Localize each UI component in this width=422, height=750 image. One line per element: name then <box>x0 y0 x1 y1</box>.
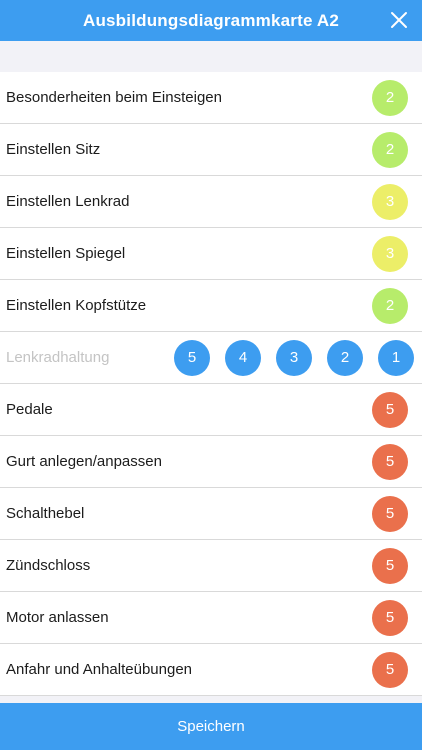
list-item[interactable]: Einstellen Spiegel 3 <box>0 228 422 280</box>
save-button[interactable]: Speichern <box>0 703 422 750</box>
list-item[interactable]: Motor anlassen 5 <box>0 592 422 644</box>
list-item[interactable]: Gurt anlegen/anpassen 5 <box>0 436 422 488</box>
close-icon <box>391 12 407 28</box>
grade-badge: 5 <box>372 651 408 688</box>
item-label: Einstellen Spiegel <box>6 245 126 262</box>
grade-badge: 5 <box>372 443 408 480</box>
list-item[interactable]: Pedale 5 <box>0 384 422 436</box>
grade-badge: 2 <box>372 79 408 116</box>
item-label: Anfahr und Anhalteübungen <box>6 661 192 678</box>
list-item[interactable]: Zündschloss 5 <box>0 540 422 592</box>
grade-badge: 2 <box>372 131 408 168</box>
grade-option-3[interactable]: 3 <box>276 339 312 376</box>
list-item[interactable]: Einstellen Sitz 2 <box>0 124 422 176</box>
grade-option-1[interactable]: 1 <box>378 339 414 376</box>
page-title: Ausbildungsdiagrammkarte A2 <box>82 10 340 30</box>
list-item-grade-picker: Lenkradhaltung 5 4 3 2 1 <box>0 332 422 384</box>
grade-option-2[interactable]: 2 <box>327 339 363 376</box>
item-label: Einstellen Sitz <box>6 141 101 158</box>
grade-option-4[interactable]: 4 <box>225 339 261 376</box>
list-item[interactable]: Einstellen Kopfstütze 2 <box>0 280 422 332</box>
grade-badge: 5 <box>372 495 408 532</box>
grade-option-5[interactable]: 5 <box>174 339 210 376</box>
exercise-list: Besonderheiten beim Einsteigen 2 Einstel… <box>0 72 422 696</box>
item-label: Einstellen Kopfstütze <box>6 297 147 314</box>
grade-picker: 5 4 3 2 1 <box>174 339 414 376</box>
app-header: Ausbildungsdiagrammkarte A2 <box>0 0 422 41</box>
list-item[interactable]: Schalthebel 5 <box>0 488 422 540</box>
item-label: Einstellen Lenkrad <box>6 193 130 210</box>
list-item[interactable]: Besonderheiten beim Einsteigen 2 <box>0 72 422 124</box>
close-button[interactable] <box>388 9 410 31</box>
header-spacer <box>0 41 422 72</box>
item-label: Lenkradhaltung <box>6 349 110 366</box>
grade-badge: 3 <box>372 235 408 272</box>
item-label: Zündschloss <box>6 557 91 574</box>
grade-badge: 3 <box>372 183 408 220</box>
grade-badge: 2 <box>372 287 408 324</box>
item-label: Besonderheiten beim Einsteigen <box>6 89 222 106</box>
item-label: Schalthebel <box>6 505 85 522</box>
item-label: Motor anlassen <box>6 609 109 626</box>
item-label: Gurt anlegen/anpassen <box>6 453 162 470</box>
grade-badge: 5 <box>372 599 408 636</box>
grade-badge: 5 <box>372 391 408 428</box>
grade-badge: 5 <box>372 547 408 584</box>
list-item[interactable]: Einstellen Lenkrad 3 <box>0 176 422 228</box>
item-label: Pedale <box>6 401 53 418</box>
list-item[interactable]: Anfahr und Anhalteübungen 5 <box>0 644 422 696</box>
